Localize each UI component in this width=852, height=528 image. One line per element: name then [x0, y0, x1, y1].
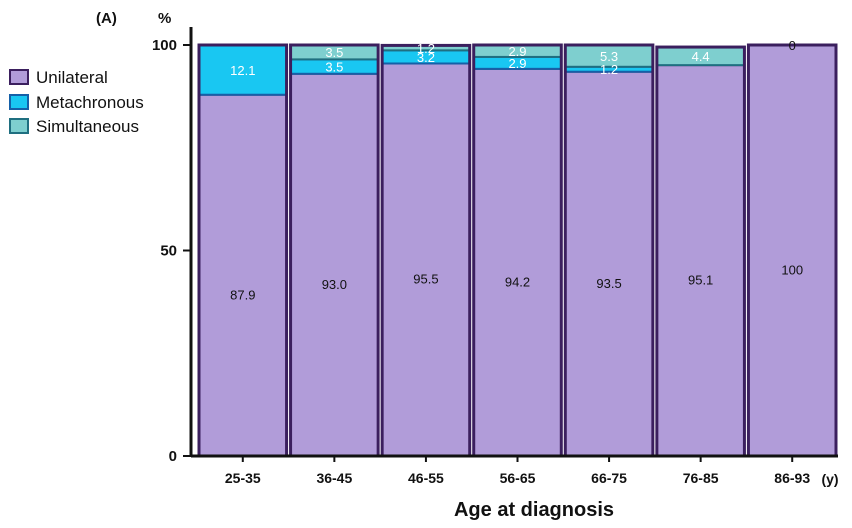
data-label-metachronous-25-35: 12.1: [230, 63, 255, 78]
data-label-unilateral-25-35: 87.9: [230, 287, 255, 302]
bar-segment-unilateral-46-55: [381, 62, 471, 458]
data-label-unilateral-66-75: 93.5: [596, 276, 621, 291]
x-tick-label-36-45: 36-45: [316, 470, 352, 486]
bar-segment-unilateral-56-65: [472, 67, 563, 457]
data-label-metachronous-46-55: 3.2: [417, 50, 435, 65]
bar-segment-unilateral-25-35: [198, 93, 288, 458]
data-label-simultaneous-66-75: 5.3: [600, 49, 618, 64]
y-unit-label: %: [158, 10, 171, 27]
bar-segment-unilateral-86-93: [747, 44, 838, 457]
data-label-simultaneous-76-85: 4.4: [692, 49, 710, 64]
data-label-unilateral-76-85: 95.1: [688, 273, 713, 288]
data-label-unilateral-86-93: 100: [781, 263, 803, 278]
legend: Unilateral Metachronous Simultaneous: [9, 68, 144, 136]
x-tick-label-25-35: 25-35: [225, 470, 261, 486]
data-label-metachronous-56-65: 2.9: [508, 56, 526, 71]
data-label-simultaneous-56-65: 2.9: [508, 44, 526, 59]
x-unit-label: (y): [821, 471, 838, 487]
x-tick-label-66-75: 66-75: [591, 470, 627, 486]
data-label-simultaneous-46-55: 1.2: [417, 41, 435, 56]
y-tick-label-0: 0: [169, 448, 177, 465]
data-label-simultaneous-36-45: 3.5: [325, 45, 343, 60]
segment-labels-group: 87.912.193.03.53.595.53.21.294.22.92.993…: [230, 38, 803, 302]
x-tick-label-56-65: 56-65: [500, 470, 536, 486]
x-tick-label-86-93: 86-93: [774, 470, 810, 486]
legend-swatch-unilateral: [9, 69, 29, 85]
data-label-metachronous-36-45: 3.5: [325, 60, 343, 75]
legend-swatch-simultaneous: [9, 118, 29, 134]
y-tick-label-100: 100: [152, 37, 177, 54]
x-tick-label-76-85: 76-85: [683, 470, 719, 486]
data-label-unilateral-36-45: 93.0: [322, 277, 347, 292]
bars-group: [197, 43, 838, 458]
legend-label-unilateral: Unilateral: [36, 68, 108, 87]
data-label-metachronous-66-75: 1.2: [600, 62, 618, 77]
legend-label-metachronous: Metachronous: [36, 93, 144, 112]
data-label-unilateral-46-55: 95.5: [413, 272, 438, 287]
x-axis-title: Age at diagnosis: [454, 499, 614, 521]
bar-segment-unilateral-76-85: [655, 64, 746, 457]
x-tick-label-46-55: 46-55: [408, 470, 444, 486]
data-label-unilateral-56-65: 94.2: [505, 274, 530, 289]
axes-group: [183, 27, 838, 462]
panel-label: (A): [96, 10, 117, 27]
y-tick-label-50: 50: [160, 243, 177, 260]
data-label-simultaneous-86-93: 0: [789, 38, 796, 53]
legend-label-simultaneous: Simultaneous: [36, 117, 139, 136]
bar-segment-unilateral-36-45: [289, 72, 380, 458]
bar-segment-unilateral-66-75: [564, 70, 654, 457]
legend-swatch-metachronous: [9, 94, 29, 110]
ticks-group: 25-35 36-45 46-55 56-65 66-75 76-85 86-93 0 50 10…: [152, 37, 810, 486]
